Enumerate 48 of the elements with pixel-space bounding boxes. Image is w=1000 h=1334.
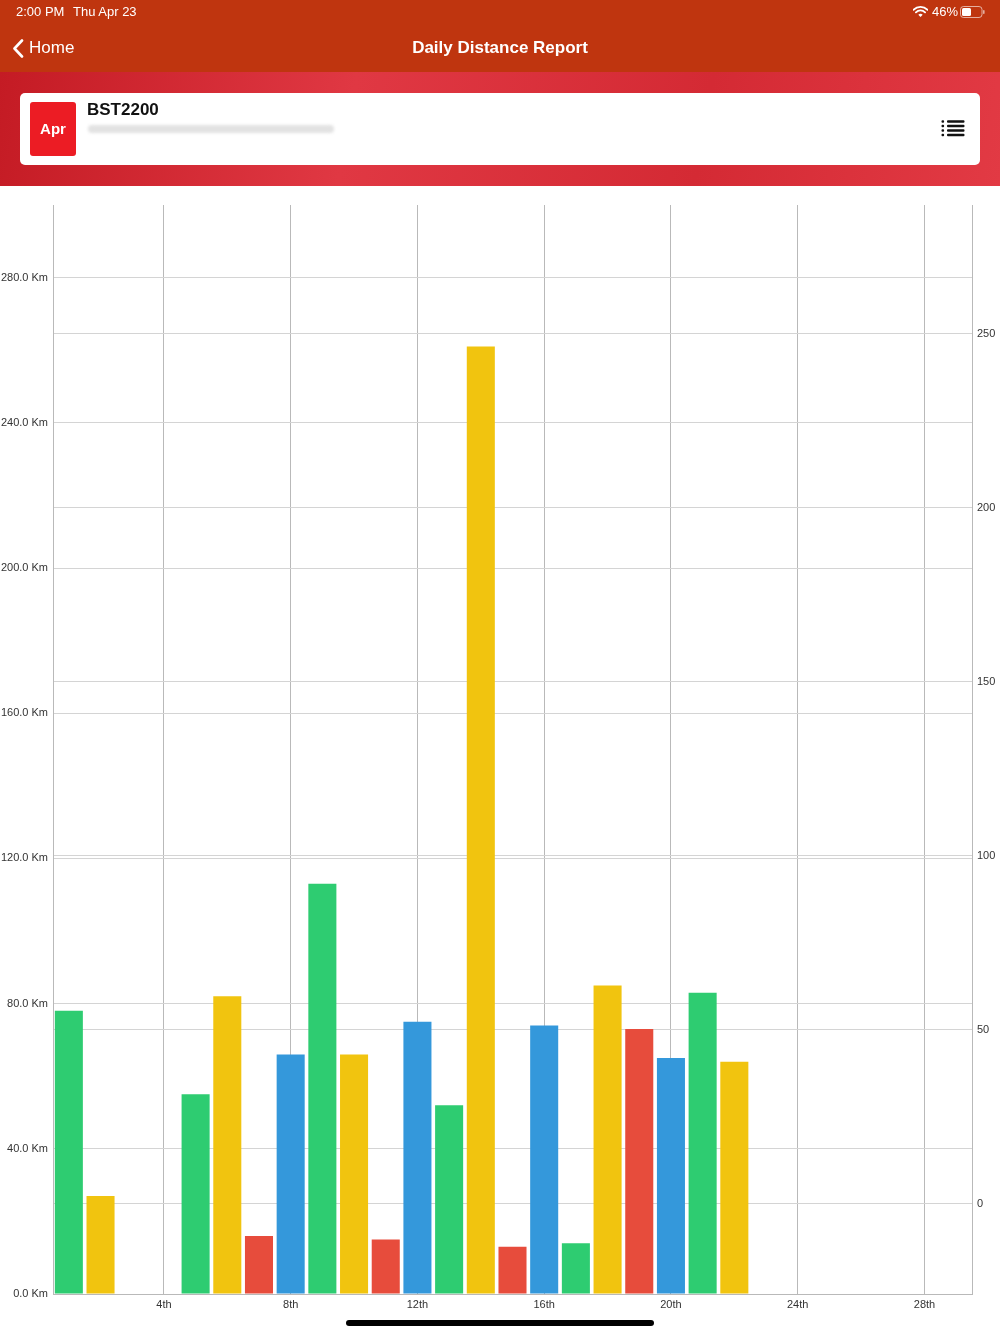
- bar: [308, 883, 337, 1294]
- text: Home: [29, 38, 75, 58]
- y2-tick-label: 100: [977, 848, 996, 861]
- y-tick-label: 160.0 Km: [0, 706, 48, 719]
- y-tick-label: 200.0 Km: [0, 561, 48, 574]
- bar: [340, 1054, 369, 1294]
- bar: [530, 1025, 559, 1294]
- text: 46%: [932, 4, 959, 20]
- bar: [86, 1195, 115, 1294]
- bar: [371, 1239, 400, 1294]
- x-tick-label: 8th: [283, 1297, 299, 1310]
- chart-subtitle: BST2200: [87, 100, 159, 120]
- x-tick-label: 28th: [913, 1297, 936, 1310]
- y-tick-label: 0.0 Km: [13, 1287, 48, 1300]
- y2-tick-label: 250: [977, 326, 996, 339]
- bar: [656, 1058, 685, 1294]
- bar: [498, 1246, 527, 1294]
- x-tick-label: 20th: [660, 1297, 682, 1310]
- bar: [593, 985, 622, 1294]
- bar: [720, 1061, 749, 1294]
- bar: [466, 346, 495, 1294]
- chart-title: Daily Distance Report: [412, 38, 588, 57]
- text: Apr: [40, 120, 66, 137]
- y2-tick-label: 0: [977, 1196, 984, 1209]
- y-tick-label: 80.0 Km: [7, 996, 48, 1009]
- bar: [435, 1105, 464, 1294]
- y-tick-label: 240.0 Km: [0, 415, 48, 428]
- text: 2:00 PM: [16, 4, 65, 20]
- y-tick-label: 40.0 Km: [7, 1141, 48, 1154]
- bar: [688, 992, 717, 1294]
- y2-tick-label: 150: [977, 674, 996, 687]
- bar: [244, 1235, 274, 1294]
- bar: [276, 1054, 305, 1294]
- x-tick-label: 24th: [787, 1297, 809, 1310]
- y2-tick-label: 50: [977, 1022, 990, 1035]
- x-tick-label: 12th: [406, 1297, 429, 1310]
- y2-tick-label: 200: [977, 500, 996, 513]
- bar: [54, 1010, 83, 1294]
- x-tick-label: 16th: [533, 1297, 555, 1310]
- y-tick-label: 120.0 Km: [0, 851, 48, 864]
- bar: [625, 1029, 654, 1294]
- bar: [403, 1021, 432, 1294]
- bar: [213, 996, 242, 1294]
- text: Thu Apr 23: [73, 4, 137, 20]
- x-tick-label: 4th: [156, 1297, 172, 1310]
- y-tick-label: 280.0 Km: [0, 270, 48, 283]
- bar: [181, 1094, 210, 1294]
- bar: [561, 1243, 590, 1294]
